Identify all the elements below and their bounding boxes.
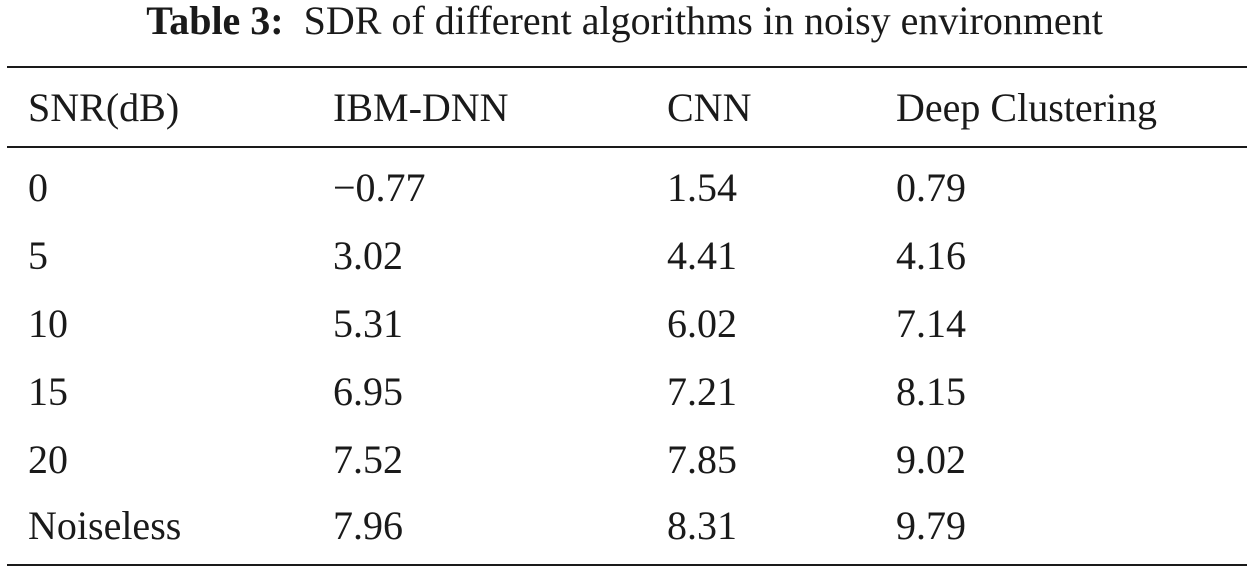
table-cell: 7.52 [333,437,403,482]
header-cell: CNN [667,85,752,130]
header-cell: Deep Clustering [896,85,1158,130]
header-cell: IBM-DNN [333,85,509,130]
table-caption: Table 3: SDR of different algorithms in … [0,0,1249,50]
table-cell: 1.54 [667,165,737,210]
table-cell: 0.79 [896,165,966,210]
table-row: 20 7.52 7.85 9.02 [0,430,1249,490]
table-row: 0 −0.77 1.54 0.79 [0,158,1249,218]
caption-label: Table 3: [146,0,284,43]
table-cell: 6.02 [667,301,737,346]
caption-text: SDR of different algorithms in noisy env… [303,0,1103,43]
table-cell: 8.15 [896,369,966,414]
table-top-rule [7,66,1247,68]
table-cell: 6.95 [333,369,403,414]
table-cell: 0 [28,165,48,210]
table-cell: 5.31 [333,301,403,346]
table-cell: 15 [28,369,68,414]
table-cell: 9.79 [896,503,966,548]
table-cell: 7.14 [896,301,966,346]
table-cell: 7.21 [667,369,737,414]
table-cell: 7.85 [667,437,737,482]
table-cell: 7.96 [333,503,403,548]
table-cell: 8.31 [667,503,737,548]
table-cell: 20 [28,437,68,482]
table-header-rule [7,146,1247,148]
table-cell: 9.02 [896,437,966,482]
header-cell: SNR(dB) [28,85,180,130]
table-cell: −0.77 [333,165,426,210]
table-cell: 5 [28,233,48,278]
table-row: Noiseless 7.96 8.31 9.79 [0,496,1249,556]
table-cell: 4.16 [896,233,966,278]
table-bottom-rule [7,564,1247,566]
table-row: 5 3.02 4.41 4.16 [0,226,1249,286]
table-cell: 10 [28,301,68,346]
table-header-row: SNR(dB) IBM-DNN CNN Deep Clustering [0,78,1249,138]
table-cell: 4.41 [667,233,737,278]
table-cell: Noiseless [28,503,182,548]
table-row: 15 6.95 7.21 8.15 [0,362,1249,422]
table-cell: 3.02 [333,233,403,278]
table-row: 10 5.31 6.02 7.14 [0,294,1249,354]
